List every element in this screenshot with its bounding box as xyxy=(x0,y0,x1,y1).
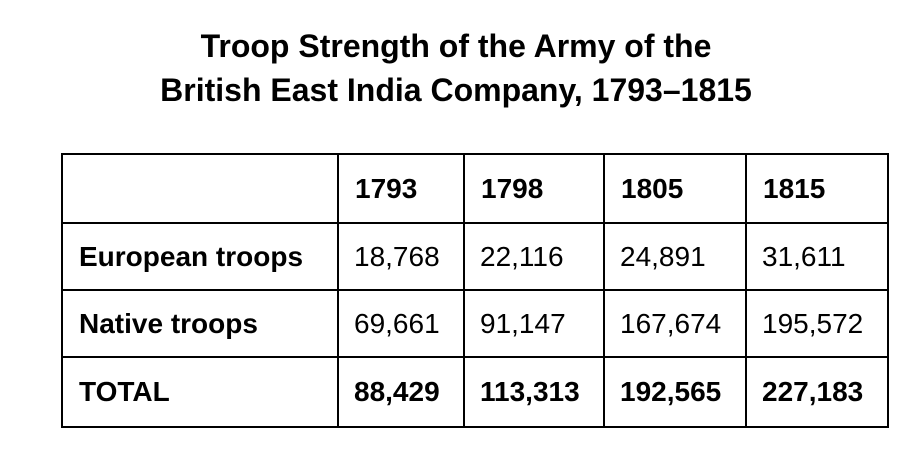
cell-european-1815: 31,611 xyxy=(745,222,889,291)
table-row-total: TOTAL 88,429 113,313 192,565 227,183 xyxy=(61,356,889,428)
cell-european-1793: 18,768 xyxy=(337,222,465,291)
table-corner-cell xyxy=(61,153,339,224)
title-line-1: Troop Strength of the Army of the xyxy=(200,28,712,64)
row-label-native: Native troops xyxy=(61,289,339,358)
cell-european-1798: 22,116 xyxy=(463,222,605,291)
table-title: Troop Strength of the Army of the Britis… xyxy=(0,24,912,112)
cell-native-1805: 167,674 xyxy=(603,289,747,358)
header-cell-1815: 1815 xyxy=(745,153,889,224)
cell-total-1805: 192,565 xyxy=(603,356,747,428)
troop-strength-table: 1793 1798 1805 1815 European troops 18,7… xyxy=(61,153,889,428)
cell-native-1815: 195,572 xyxy=(745,289,889,358)
title-line-2: British East India Company, 1793–1815 xyxy=(160,72,752,108)
cell-total-1815: 227,183 xyxy=(745,356,889,428)
table-row-european: European troops 18,768 22,116 24,891 31,… xyxy=(61,222,889,291)
cell-native-1798: 91,147 xyxy=(463,289,605,358)
cell-european-1805: 24,891 xyxy=(603,222,747,291)
row-label-total: TOTAL xyxy=(61,356,339,428)
table-header-row: 1793 1798 1805 1815 xyxy=(61,153,889,224)
cell-total-1793: 88,429 xyxy=(337,356,465,428)
header-cell-1798: 1798 xyxy=(463,153,605,224)
header-cell-1793: 1793 xyxy=(337,153,465,224)
header-cell-1805: 1805 xyxy=(603,153,747,224)
row-label-european: European troops xyxy=(61,222,339,291)
cell-native-1793: 69,661 xyxy=(337,289,465,358)
cell-total-1798: 113,313 xyxy=(463,356,605,428)
table-row-native: Native troops 69,661 91,147 167,674 195,… xyxy=(61,289,889,358)
